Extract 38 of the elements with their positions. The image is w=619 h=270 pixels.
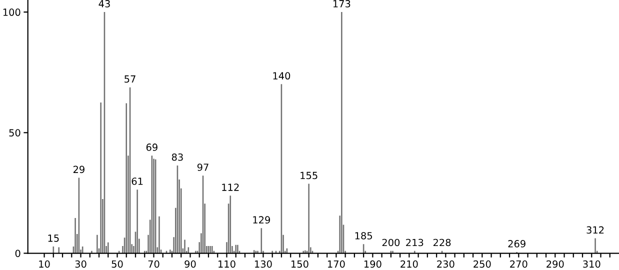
x-tick-label: 170 xyxy=(328,260,345,268)
annotation: 69 xyxy=(146,144,158,151)
x-tick-label: 230 xyxy=(437,260,454,268)
x-tick-label: 190 xyxy=(364,260,382,268)
annotation: 312 xyxy=(586,226,604,234)
annotation: 269 xyxy=(508,240,526,248)
annotation: 185 xyxy=(355,232,372,240)
x-tick-label: 310 xyxy=(583,260,600,268)
y-tick-label: 50 xyxy=(9,129,20,136)
annotation: 83 xyxy=(172,153,183,161)
x-tick-label: 90 xyxy=(184,260,196,268)
y-tick-label: 100 xyxy=(3,8,20,16)
x-tick-label: 290 xyxy=(546,260,564,268)
annotation: 213 xyxy=(406,238,424,246)
x-tick-label: 10 xyxy=(39,260,50,268)
x-tick-label: 210 xyxy=(400,260,418,268)
annotation: 228 xyxy=(433,238,451,246)
annotation: 29 xyxy=(73,166,84,174)
annotation: 57 xyxy=(124,75,136,83)
x-tick-label: 130 xyxy=(255,260,272,268)
x-tick-label: 30 xyxy=(75,260,86,268)
annotation: 200 xyxy=(382,238,400,246)
annotation: 112 xyxy=(222,184,239,191)
x-tick-label: 50 xyxy=(112,260,123,268)
x-tick-label: 250 xyxy=(474,260,491,268)
y-tick-label: 0 xyxy=(15,250,20,258)
x-tick-label: 70 xyxy=(148,260,160,268)
annotation: 15 xyxy=(48,234,59,242)
annotation: 97 xyxy=(197,164,208,171)
x-tick-label: 150 xyxy=(292,260,308,268)
x-tick-label: 110 xyxy=(218,260,236,268)
annotation: 173 xyxy=(333,0,350,8)
annotation: 129 xyxy=(253,216,270,224)
annotation: 43 xyxy=(98,0,110,8)
annotation: 155 xyxy=(300,172,318,180)
annotation: 140 xyxy=(273,72,290,80)
x-tick-label: 270 xyxy=(510,260,528,268)
annotation: 61 xyxy=(132,178,143,185)
